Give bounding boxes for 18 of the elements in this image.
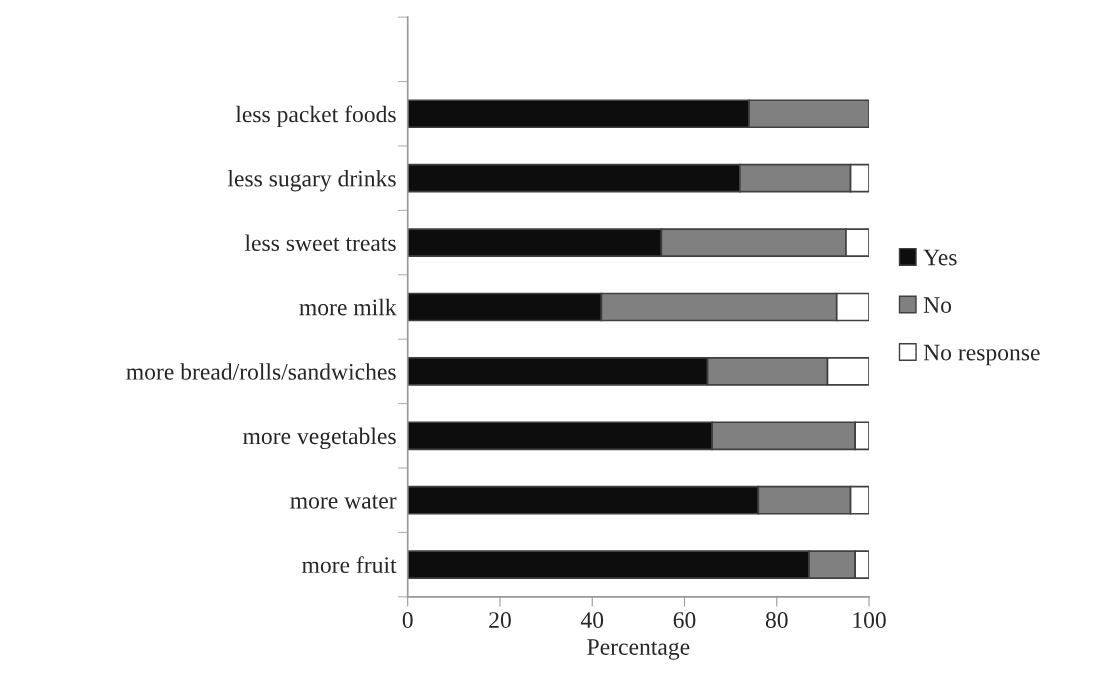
- x-tick-label: 80: [765, 612, 788, 629]
- x-axis-title: Percentage: [587, 639, 690, 660]
- y-tick-label: more milk: [299, 298, 397, 316]
- y-tick-label: more vegetables: [243, 427, 396, 450]
- x-tick-label: 0: [402, 612, 413, 629]
- y-tick-label: less sugary drinks: [227, 169, 396, 192]
- y-tick-label: less sweet treats: [244, 234, 396, 251]
- legend-label: No response: [923, 344, 1040, 366]
- x-tick-label: 60: [673, 612, 696, 629]
- y-tick-label: less packet foods: [235, 105, 396, 128]
- y-tick-label: more fruit: [302, 556, 397, 574]
- y-tick-label: more water: [290, 495, 397, 509]
- x-tick-label: 100: [853, 612, 886, 629]
- y-tick-label: more bread/rolls/sandwiches: [126, 363, 396, 380]
- legend-label: No: [923, 297, 952, 313]
- x-tick-label: 20: [489, 612, 511, 629]
- x-tick-label: 40: [580, 612, 604, 629]
- legend-label: Yes: [923, 249, 957, 266]
